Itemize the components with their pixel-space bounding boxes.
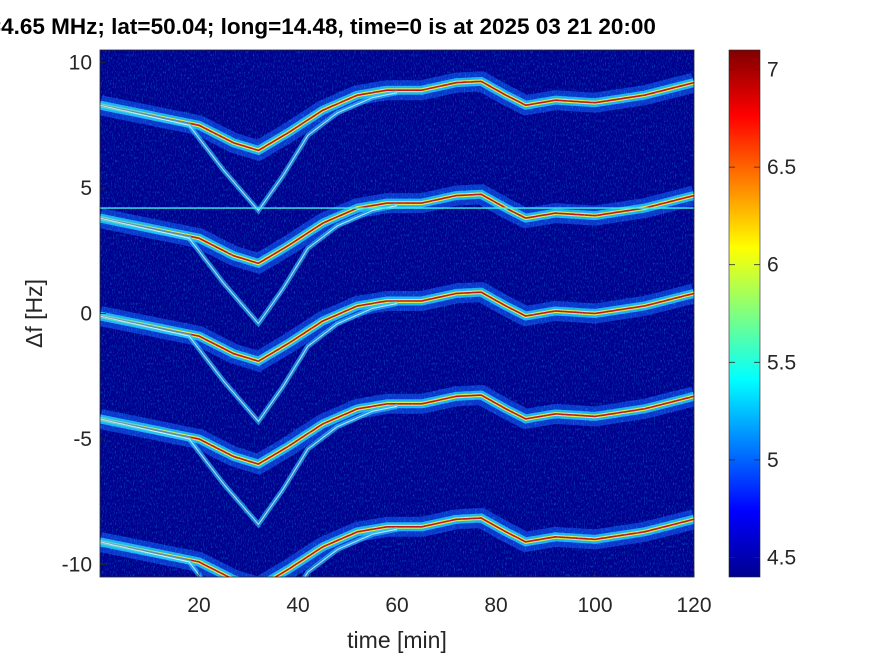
x-tick-label: 60	[385, 594, 408, 617]
x-tick-label: 20	[187, 594, 210, 617]
colorbar-tick-label: 7	[767, 59, 779, 82]
x-tick-label: 120	[676, 594, 711, 617]
colorbar-tick-label: 5	[767, 449, 779, 472]
x-axis-label: time [min]	[347, 627, 447, 653]
colorbar	[728, 49, 761, 578]
y-tick-label: -10	[62, 553, 92, 576]
chart-title: =4.65 MHz; lat=50.04; long=14.48, time=0…	[0, 14, 656, 39]
colorbar-tick-label: 4.5	[767, 546, 796, 569]
x-tick-label: 80	[484, 594, 507, 617]
y-tick-label: 0	[80, 303, 92, 326]
y-axis-label: Δf [Hz]	[21, 279, 47, 348]
y-tick-label: 5	[80, 177, 92, 200]
y-tick-label: -5	[73, 428, 92, 451]
colorbar-tick-label: 6.5	[767, 156, 796, 179]
x-tick-label: 100	[577, 594, 612, 617]
y-tick-label: 10	[69, 52, 92, 75]
noise-speckle	[100, 50, 694, 577]
colorbar-tick-label: 6	[767, 254, 779, 277]
colorbar-tick-label: 5.5	[767, 351, 796, 374]
x-tick-label: 40	[286, 594, 309, 617]
